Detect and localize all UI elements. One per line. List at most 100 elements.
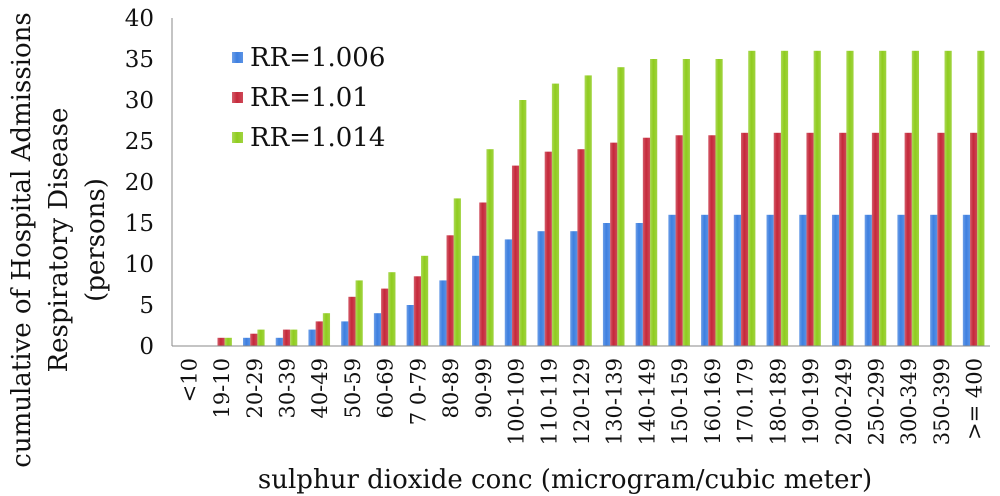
bar-2-19 — [806, 132, 814, 346]
x-tick-label: 150-159 — [668, 358, 692, 445]
bar-2-6 — [381, 288, 389, 346]
x-axis-title: sulphur dioxide conc (microgram/cubic me… — [258, 465, 872, 495]
legend-swatch — [232, 92, 243, 103]
x-tick-labels: <10 19-10 20-29 30-39 40-49 50-59 60-69 7 0-79 8… — [177, 358, 986, 445]
bar-1-16 — [701, 214, 709, 346]
bar-2-10 — [511, 165, 520, 346]
x-tick-label: 110-119 — [537, 358, 561, 445]
bar-1-6 — [373, 313, 382, 346]
x-tick-label: 250-299 — [865, 358, 889, 445]
bar-3-22 — [911, 50, 919, 347]
y-tick-label: 15 — [125, 211, 154, 237]
bar-3-1 — [224, 337, 232, 346]
bar-3-18 — [780, 50, 789, 347]
bar-2-2 — [250, 333, 258, 346]
x-tick-label: 80-89 — [439, 358, 463, 419]
bar-3-13 — [617, 67, 625, 346]
y-axis-title: cumulative of Hospital Admissions Respira… — [7, 12, 111, 467]
y-tick-label: 10 — [125, 252, 154, 278]
y-tick-label: 30 — [125, 88, 154, 114]
bar-3-11 — [551, 83, 560, 346]
bar-1-19 — [799, 214, 807, 346]
bar-2-8 — [446, 235, 454, 346]
bar-2-12 — [577, 149, 585, 346]
bar-2-7 — [413, 276, 421, 346]
x-tick-label: <10 — [177, 358, 201, 402]
bar-3-7 — [421, 255, 429, 346]
bar-1-13 — [602, 223, 611, 346]
bar-3-5 — [355, 280, 363, 346]
x-tick-label: 190-199 — [799, 358, 823, 445]
bar-1-8 — [439, 280, 447, 346]
x-tick-label: 300-349 — [897, 358, 921, 445]
y-tick-label: 40 — [125, 6, 154, 32]
bar-1-3 — [275, 337, 283, 346]
bar-2-5 — [348, 296, 356, 346]
y-axis-title-line: (persons) — [81, 178, 111, 302]
bar-3-10 — [519, 100, 527, 346]
bar-1-10 — [504, 239, 512, 346]
bar-3-24 — [977, 50, 985, 347]
y-axis-title-line: cumulative of Hospital Admissions — [7, 12, 37, 467]
bar-3-3 — [290, 329, 298, 346]
legend-swatch — [232, 132, 243, 143]
bar-3-20 — [846, 50, 854, 347]
bar-3-17 — [748, 50, 756, 347]
bar-1-18 — [766, 214, 774, 346]
bar-1-2 — [243, 337, 251, 346]
bar-3-19 — [813, 50, 821, 347]
bar-2-22 — [904, 132, 912, 346]
bar-3-9 — [486, 149, 494, 346]
x-tick-label: 180-189 — [766, 358, 790, 445]
y-tick-label: 5 — [139, 293, 154, 319]
x-tick-label: 200-249 — [832, 358, 856, 445]
bar-2-21 — [871, 132, 880, 346]
x-tick-label: 30-39 — [276, 358, 300, 419]
bar-1-15 — [668, 214, 676, 346]
bar-3-2 — [257, 329, 265, 346]
x-tick-label: 20-29 — [243, 358, 267, 419]
y-tick-label: 20 — [125, 170, 154, 196]
bar-2-11 — [544, 151, 552, 346]
y-tick-labels: 0 5 10 15 20 25 30 35 40 — [125, 6, 154, 360]
bar-1-12 — [570, 231, 578, 346]
bar-1-21 — [864, 214, 872, 346]
bar-2-17 — [741, 132, 749, 346]
bar-3-16 — [715, 59, 723, 346]
x-tick-label: >= 400 — [963, 358, 987, 440]
bar-2-14 — [642, 137, 651, 346]
bar-3-8 — [453, 198, 461, 346]
bar-3-23 — [944, 50, 952, 347]
bar-1-4 — [308, 329, 316, 346]
bar-2-13 — [610, 142, 618, 346]
bar-3-4 — [322, 313, 331, 346]
bar-2-20 — [839, 132, 847, 346]
x-tick-label: 140-149 — [635, 358, 659, 445]
x-tick-label: 160.169 — [701, 358, 725, 445]
bar-1-5 — [341, 321, 349, 346]
bar-1-22 — [897, 214, 905, 346]
bar-2-15 — [675, 135, 683, 346]
bar-1-17 — [733, 214, 741, 346]
bar-3-12 — [584, 75, 592, 347]
bar-2-9 — [479, 202, 487, 346]
x-tick-label: 7 0-79 — [406, 358, 430, 425]
y-tick-label: 0 — [139, 334, 154, 360]
bar-2-4 — [315, 321, 323, 346]
legend-swatch — [232, 52, 243, 63]
x-tick-label: 170.179 — [734, 358, 758, 445]
bar-3-6 — [388, 272, 396, 346]
x-tick-label: 40-49 — [308, 358, 332, 419]
bars-layer — [217, 50, 985, 347]
x-tick-label: 120-129 — [570, 358, 594, 445]
legend-label: RR=1.014 — [250, 123, 385, 153]
bar-1-9 — [472, 255, 480, 346]
legend-label: RR=1.01 — [250, 83, 369, 113]
bar-3-14 — [650, 59, 658, 346]
x-tick-label: 350-399 — [930, 358, 954, 445]
bar-2-3 — [282, 329, 291, 346]
bar-3-15 — [682, 59, 690, 346]
y-tick-label: 25 — [125, 129, 154, 155]
legend: RR=1.006 RR=1.01 RR=1.014 — [232, 43, 385, 153]
